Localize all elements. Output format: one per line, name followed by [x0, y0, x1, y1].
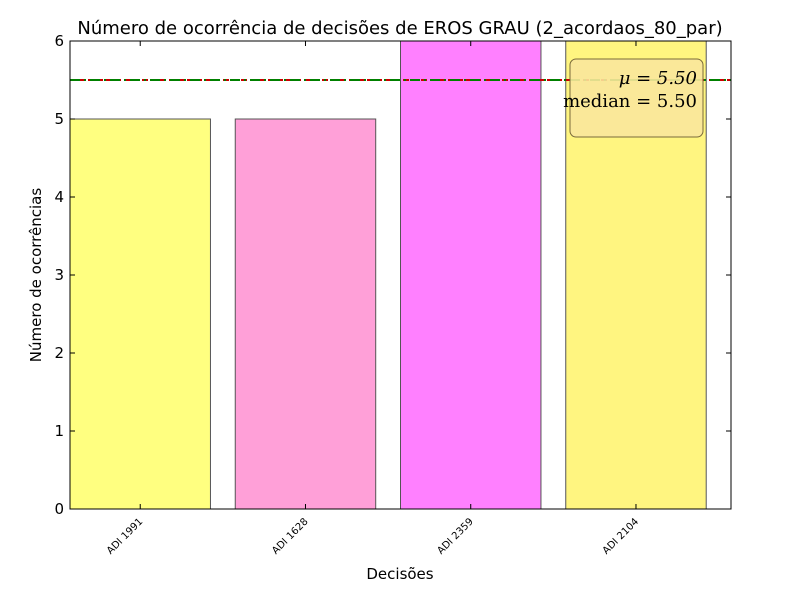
x-tick-label: ADI 2359	[435, 516, 475, 556]
y-tick-label: 1	[54, 422, 64, 440]
stats-box-background	[569, 58, 704, 138]
x-tick-label: ADI 1991	[105, 516, 145, 556]
y-axis-ticks: 0 1 2 3 4 5 6	[54, 32, 731, 518]
y-axis-label: Número de ocorrências	[27, 188, 45, 363]
bar-adi-2359	[400, 40, 542, 510]
stats-mean-text: μ = 5.50	[619, 68, 697, 89]
bar-adi-1628	[234, 118, 377, 510]
y-tick-label: 4	[54, 188, 64, 206]
stats-median-text: median = 5.50	[563, 91, 697, 112]
bar-adi-1991	[69, 118, 211, 510]
x-tick-label: ADI 2104	[601, 516, 641, 556]
y-tick-label: 0	[54, 500, 64, 518]
y-tick-label: 2	[54, 344, 64, 362]
y-tick-label: 6	[54, 32, 64, 50]
x-tick-label: ADI 1628	[270, 516, 310, 556]
stats-box: μ = 5.50 median = 5.50	[563, 58, 704, 138]
y-tick-label: 3	[54, 266, 64, 284]
y-tick-label: 5	[54, 110, 64, 128]
x-axis-label: Decisões	[366, 565, 433, 583]
chart-title: Número de ocorrência de decisões de EROS…	[77, 18, 722, 39]
